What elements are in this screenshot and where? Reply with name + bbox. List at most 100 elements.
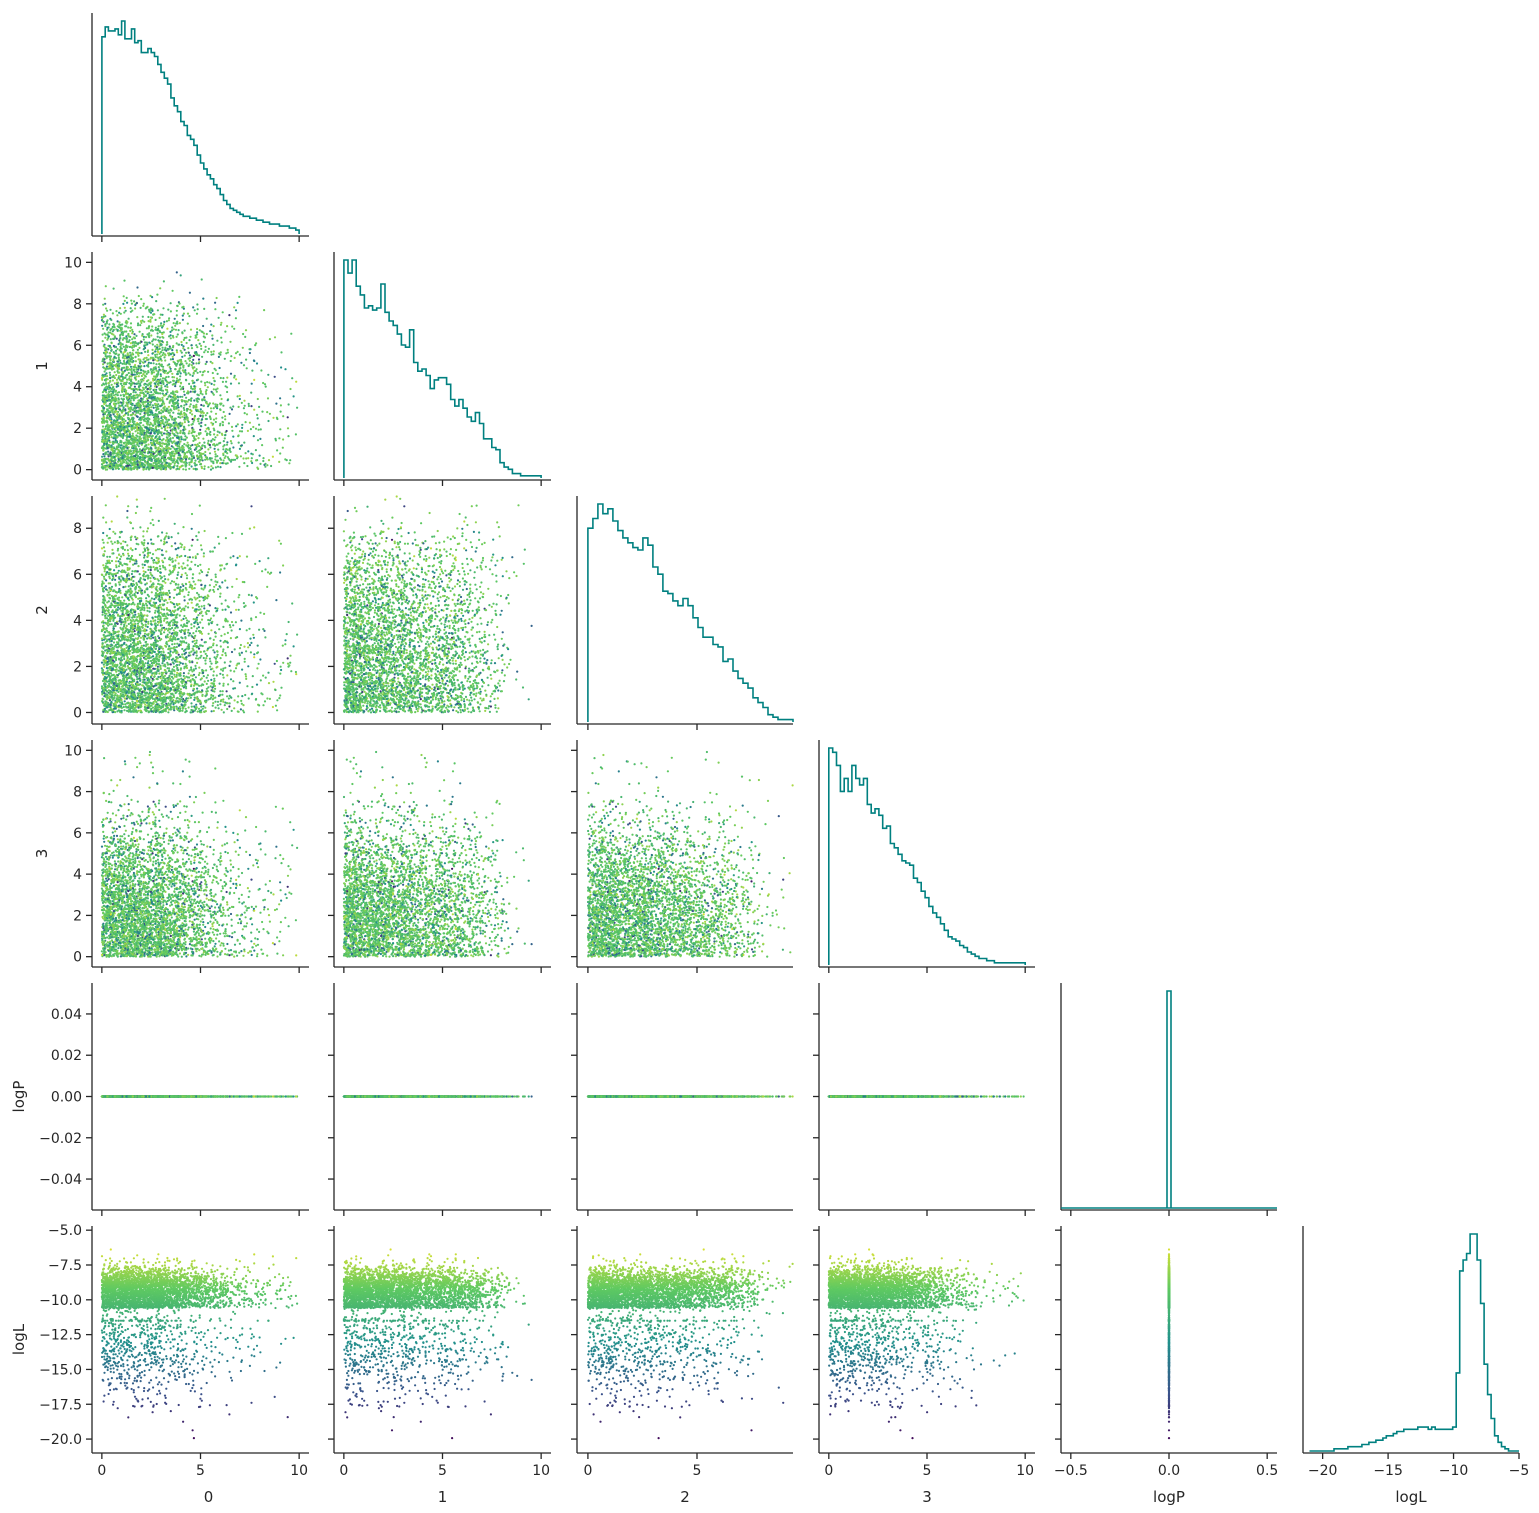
scatter-point [134,307,136,309]
scatter-point [115,310,117,312]
scatter-point [173,440,175,442]
scatter-point [176,342,178,344]
scatter-point [199,388,201,390]
scatter-point [293,395,295,397]
scatter-point [155,425,157,427]
scatter-point [158,325,160,327]
scatter-point [279,428,281,430]
scatter-point [132,342,134,344]
scatter-point [106,458,108,460]
scatter-point [200,381,202,383]
scatter-point [155,370,157,372]
scatter-point [173,383,175,385]
scatter-point [118,356,120,358]
scatter-point [222,381,224,383]
scatter-point [120,344,122,346]
scatter-point [114,399,116,401]
scatter-point [257,398,259,400]
scatter-point [157,408,159,410]
scatter-point [145,468,147,470]
scatter-point [103,443,105,445]
scatter-point [222,311,224,313]
scatter-point [155,392,157,394]
scatter-point [117,325,119,327]
scatter-point [188,468,190,470]
scatter-point [241,424,243,426]
scatter-point [116,379,118,381]
scatter-point [256,414,258,416]
scatter-point [131,329,133,331]
scatter-point [162,354,164,356]
scatter-point [213,350,215,352]
scatter-point [224,434,226,436]
scatter-point [210,411,212,413]
scatter-point [142,305,144,307]
scatter-point [191,344,193,346]
scatter-point [150,358,152,360]
scatter-point [115,441,117,443]
scatter-point [137,423,139,425]
scatter-point [159,336,161,338]
scatter-point [170,408,172,410]
scatter-point [152,359,154,361]
scatter-point [238,466,240,468]
scatter-point [119,337,121,339]
scatter-point [108,366,110,368]
scatter-point [140,422,142,424]
scatter-point [136,316,138,318]
scatter-panel-1-vs-0: 0246810 [64,252,309,486]
scatter-point [191,347,193,349]
scatter-point [130,322,132,324]
scatter-point [176,448,178,450]
scatter-point [101,456,103,458]
scatter-point [191,356,193,358]
scatter-point [178,409,180,411]
scatter-point [196,444,198,446]
scatter-point [170,358,172,360]
scatter-point [197,420,199,422]
scatter-point [143,377,145,379]
scatter-point [189,405,191,407]
scatter-point [150,362,152,364]
scatter-point [253,435,255,437]
scatter-point [151,349,153,351]
scatter-point [143,388,145,390]
scatter-point [224,358,226,360]
scatter-point [135,423,137,425]
scatter-point [155,436,157,438]
scatter-point [250,428,252,430]
scatter-point [120,313,122,315]
y-tick-label: 4 [73,380,82,396]
scatter-point [129,408,131,410]
scatter-point [220,459,222,461]
scatter-point [140,320,142,322]
scatter-point [158,345,160,347]
scatter-point [215,389,217,391]
scatter-point [230,373,232,375]
scatter-point [146,466,148,468]
scatter-point [222,405,224,407]
scatter-point [177,432,179,434]
scatter-point [198,361,200,363]
scatter-point [143,358,145,360]
scatter-point [139,392,141,394]
scatter-point [138,295,140,297]
scatter-point [267,397,269,399]
scatter-point [213,388,215,390]
scatter-point [291,377,293,379]
scatter-point [128,372,130,374]
scatter-point [103,358,105,360]
scatter-point [226,452,228,454]
scatter-point [151,296,153,298]
scatter-point [212,467,214,469]
scatter-point [221,341,223,343]
scatter-point [179,448,181,450]
scatter-point [137,455,139,457]
scatter-point [257,439,259,441]
scatter-point [157,370,159,372]
scatter-point [211,334,213,336]
scatter-point [199,329,201,331]
scatter-point [182,461,184,463]
scatter-point [210,354,212,356]
scatter-point [280,411,282,413]
